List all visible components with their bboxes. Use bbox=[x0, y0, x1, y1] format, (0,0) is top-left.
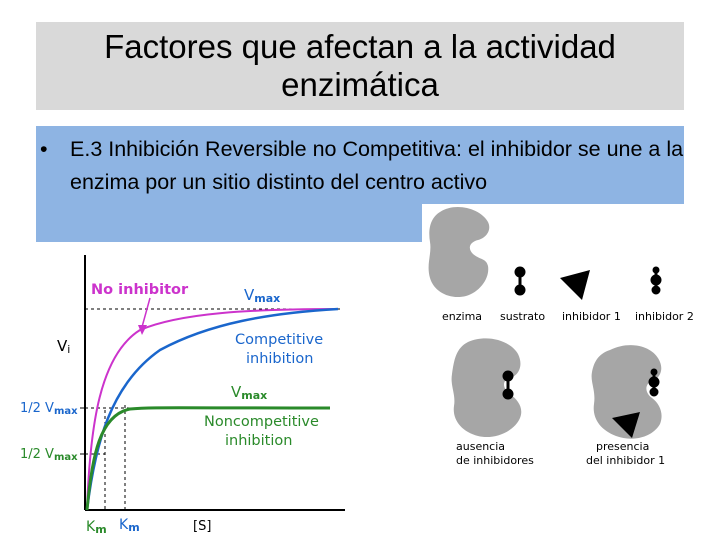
half-vmax-label-1: 1/2 Vmax bbox=[20, 401, 78, 417]
inhibitor-2-molecule bbox=[650, 266, 662, 295]
slide-title-box: Factores que afectan a la actividad enzi… bbox=[36, 22, 684, 110]
sustrato-label: sustrato bbox=[500, 310, 545, 323]
km-label-1: Km bbox=[86, 519, 107, 536]
noncompetitive-label-line1: Noncompetitive bbox=[204, 414, 319, 430]
ausencia-label-line2: de inhibidores bbox=[456, 454, 534, 467]
enzyme-absence-shape bbox=[451, 338, 522, 438]
inhibitor-1-shape bbox=[560, 270, 590, 300]
substrate-axis-label: [S] bbox=[193, 519, 211, 534]
half-vmax-label-2: 1/2 Vmax bbox=[20, 447, 78, 463]
noncompetitive-curve bbox=[85, 406, 331, 511]
bullet-highlight-tail bbox=[36, 204, 422, 242]
inhibitor-1-bound bbox=[612, 412, 640, 438]
enzima-label: enzima bbox=[442, 310, 482, 323]
ausencia-label-line1: ausencia bbox=[456, 440, 505, 453]
competitive-label-line1: Competitive bbox=[235, 332, 323, 348]
inhibidor-1-label: inhibidor 1 bbox=[562, 310, 621, 323]
slide-title: Factores que afectan a la actividad enzi… bbox=[104, 28, 616, 103]
noncompetitive-label-line2: inhibition bbox=[225, 433, 292, 449]
bullet-text: E.3 Inhibición Reversible no Competitiva… bbox=[70, 137, 684, 194]
presencia-label-line2: del inhibidor 1 bbox=[586, 454, 665, 467]
inhibitor-2-bound bbox=[648, 368, 660, 397]
substrate-molecule bbox=[514, 266, 526, 296]
enzyme-shape bbox=[428, 207, 490, 298]
enzyme-presence-shape bbox=[591, 345, 662, 439]
vmax-top-label: Vmax bbox=[244, 286, 280, 305]
substrate-bound-absence bbox=[502, 370, 514, 400]
bullet-highlight bbox=[36, 126, 684, 204]
bullet-marker: • bbox=[40, 137, 48, 161]
no-inhibitor-arrowhead bbox=[138, 325, 147, 335]
enzyme-scheme: enzima sustrato inhibidor 1 inhibidor 2 … bbox=[428, 207, 694, 467]
km-label-2: Km bbox=[119, 517, 140, 534]
inhibidor-2-label: inhibidor 2 bbox=[635, 310, 694, 323]
bullet-item: • E.3 Inhibición Reversible no Competiti… bbox=[40, 133, 690, 199]
no-inhibitor-pointer bbox=[141, 297, 151, 328]
vmax-mid-label: Vmax bbox=[231, 383, 267, 402]
no-inhibitor-label: No inhibitor bbox=[91, 282, 189, 298]
vi-label: Vi bbox=[57, 337, 70, 356]
kinetics-graph: No inhibitor Vmax Vi Competitive inhibit… bbox=[20, 255, 345, 536]
presencia-label-line1: presencia bbox=[596, 440, 649, 453]
competitive-label-line2: inhibition bbox=[246, 351, 313, 367]
